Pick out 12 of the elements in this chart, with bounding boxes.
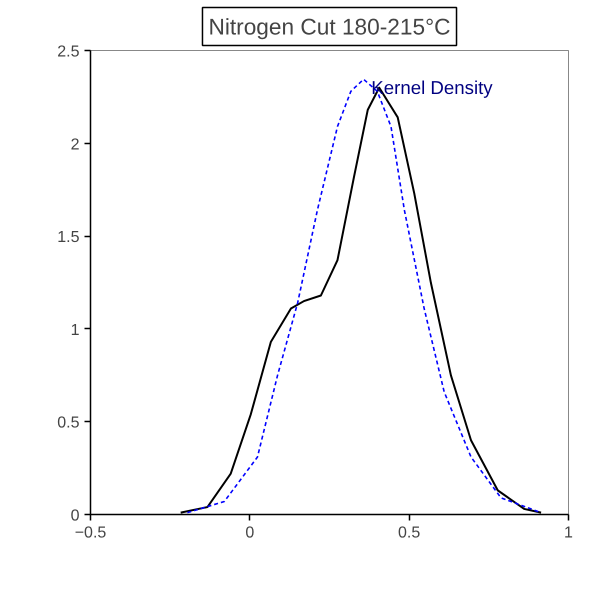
x-tick-label: 0 [245, 524, 254, 542]
annotation: Kernel Density [371, 77, 494, 98]
y-tick-label: 0.5 [57, 414, 80, 432]
y-tick-label: 1 [70, 322, 80, 339]
x-tick-label: −0.5 [74, 524, 106, 542]
y-tick-label: 2 [70, 136, 80, 154]
y-tick-label: 1.5 [57, 229, 80, 246]
y-tick-label: 0 [70, 508, 80, 524]
y-tick-label: 2.5 [57, 44, 80, 60]
x-tick-label: 0.5 [398, 524, 420, 542]
x-tick-label: 1 [564, 524, 574, 542]
chart-title: Nitrogen Cut 180-215°C [208, 14, 451, 40]
